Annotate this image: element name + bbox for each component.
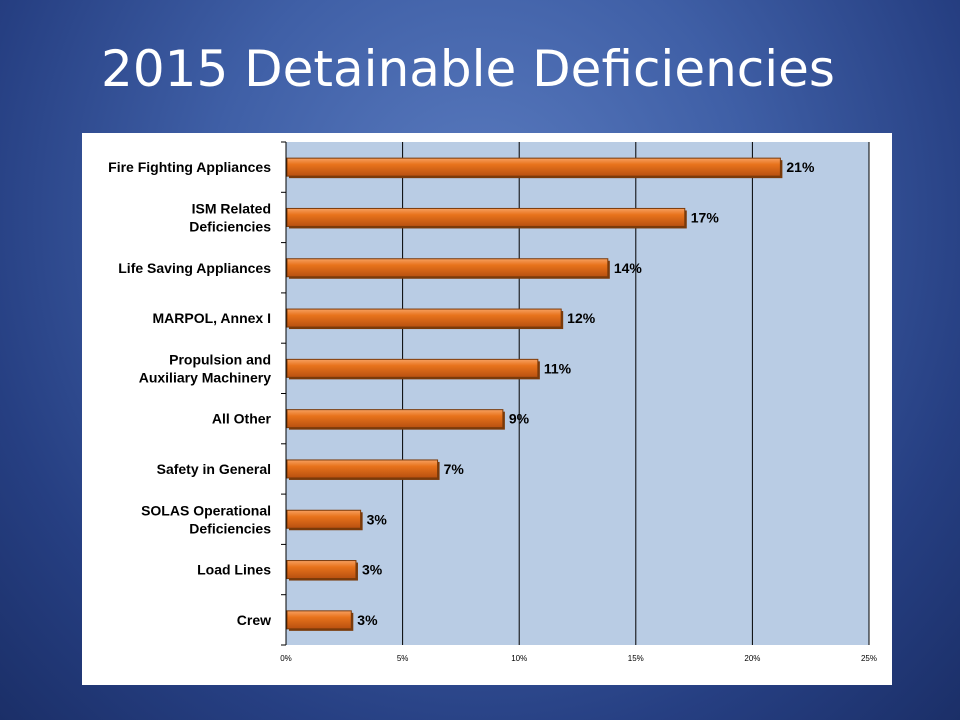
data-label: 3% (357, 612, 378, 628)
bar (286, 157, 781, 177)
data-label: 9% (509, 411, 530, 427)
category-label: Auxiliary Machinery (139, 369, 271, 385)
x-tick-label: 20% (744, 654, 760, 663)
chart-panel: 0% 5% 10% 15% 20% 25% 21% Fire Fighting Applian… (82, 133, 892, 685)
category-label: Load Lines (197, 562, 271, 578)
category-label: Crew (237, 612, 271, 628)
data-label: 11% (544, 360, 572, 376)
bar (286, 258, 609, 278)
category-label: ISM Related (192, 200, 271, 216)
bar (286, 409, 504, 429)
data-label: 12% (567, 310, 596, 326)
x-tick-label: 25% (861, 654, 877, 663)
x-tick-label: 0% (280, 654, 292, 663)
data-label: 14% (614, 260, 643, 276)
data-label: 17% (691, 209, 720, 225)
category-label: Deficiencies (189, 520, 271, 536)
bar (286, 358, 539, 378)
data-label: 3% (362, 562, 383, 578)
category-label: Fire Fighting Appliances (108, 159, 271, 175)
category-label: Deficiencies (189, 218, 271, 234)
bar (286, 610, 352, 630)
x-tick-label: 10% (511, 654, 527, 663)
data-label: 21% (786, 159, 815, 175)
bar (286, 207, 686, 227)
category-label: Safety in General (157, 461, 271, 477)
bar (286, 560, 357, 580)
bar-chart: 0% 5% 10% 15% 20% 25% 21% Fire Fighting Applian… (108, 141, 877, 663)
category-label: MARPOL, Annex I (153, 310, 272, 326)
slide-title: 2015 Detainable Deficiencies (101, 40, 835, 98)
bar (286, 509, 362, 529)
data-label: 7% (444, 461, 465, 477)
x-tick-label: 15% (628, 654, 644, 663)
data-label: 3% (367, 511, 388, 527)
category-label: Life Saving Appliances (118, 260, 271, 276)
category-label: SOLAS Operational (141, 502, 271, 518)
category-label: Propulsion and (169, 351, 271, 367)
category-label: All Other (212, 411, 272, 427)
bar (286, 308, 562, 328)
bar (286, 459, 439, 479)
x-tick-label: 5% (397, 654, 409, 663)
